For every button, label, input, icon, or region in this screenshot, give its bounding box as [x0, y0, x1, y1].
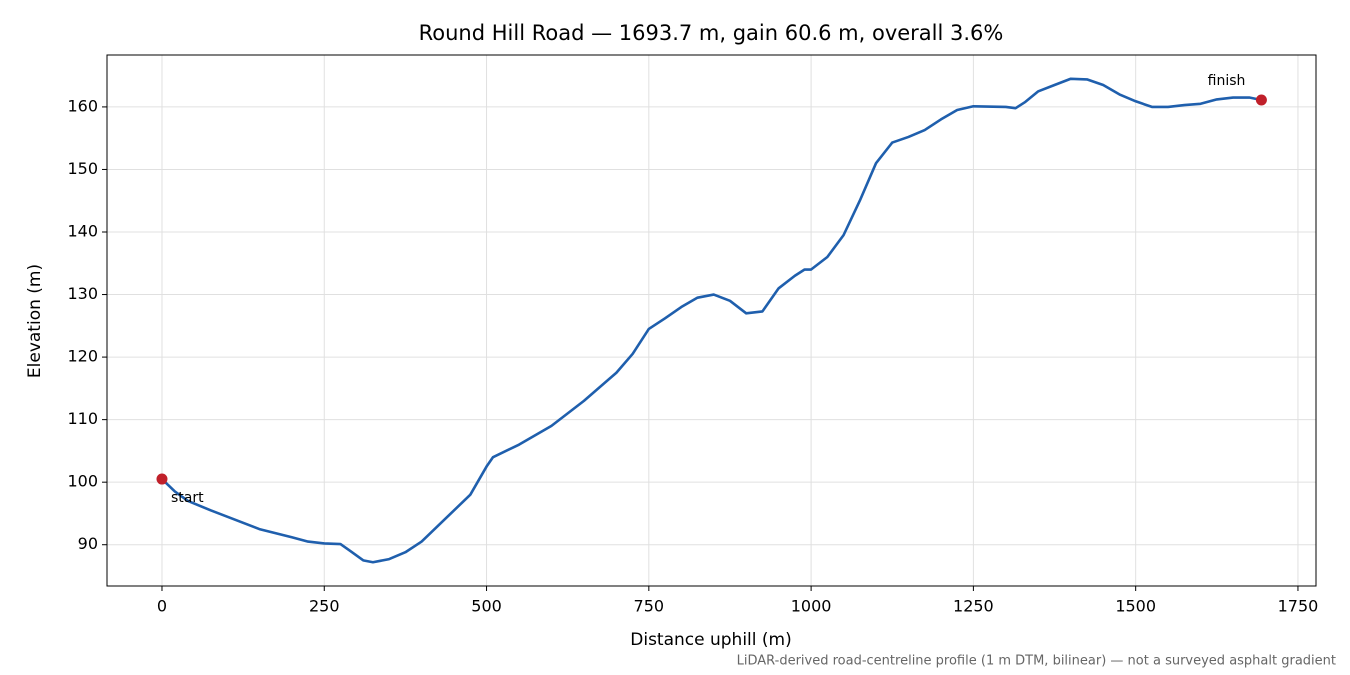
x-tick-label: 750 — [634, 597, 665, 616]
y-tick-label: 110 — [67, 409, 98, 428]
y-tick-label: 140 — [67, 222, 98, 241]
footnote: LiDAR-derived road-centreline profile (1… — [737, 654, 1336, 669]
y-tick-label: 150 — [67, 159, 98, 178]
x-tick-label: 1500 — [1115, 597, 1156, 616]
x-tick-label: 250 — [309, 597, 340, 616]
x-tick-label: 500 — [471, 597, 502, 616]
x-tick-label: 0 — [157, 597, 167, 616]
end-marker — [156, 473, 168, 485]
x-tick-label: 1000 — [791, 597, 832, 616]
end-marker — [1255, 94, 1267, 106]
chart-title: Round Hill Road — 1693.7 m, gain 60.6 m,… — [419, 21, 1004, 45]
profile-line — [161, 77, 1262, 564]
y-tick-label: 120 — [67, 347, 98, 366]
x-tick-label: 1250 — [953, 597, 994, 616]
x-tick-label: 1750 — [1278, 597, 1319, 616]
marker-label: finish — [1208, 73, 1246, 89]
y-tick-label: 90 — [78, 534, 98, 553]
y-tick-label: 160 — [67, 96, 98, 115]
y-axis-label: Elevation (m) — [25, 264, 45, 378]
x-axis-label: Distance uphill (m) — [630, 630, 791, 650]
y-tick-label: 130 — [67, 284, 98, 303]
plot-frame — [106, 54, 1317, 587]
marker-label: start — [171, 490, 204, 506]
y-tick-label: 100 — [67, 472, 98, 491]
